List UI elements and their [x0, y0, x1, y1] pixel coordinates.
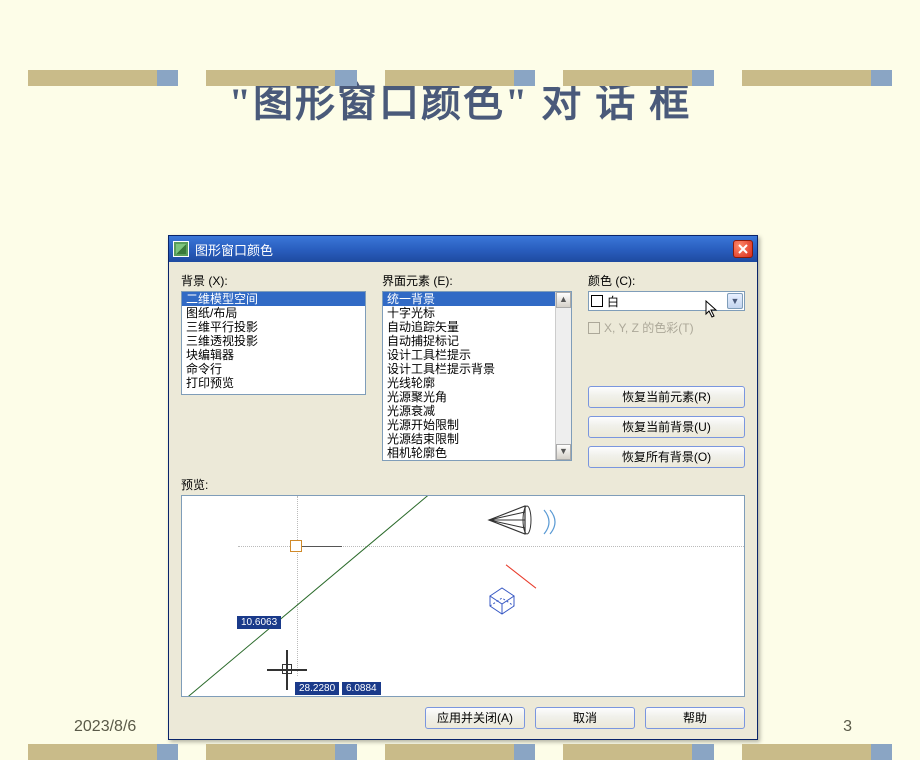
element-item[interactable]: 光源开始限制 [383, 418, 571, 432]
titlebar[interactable]: 图形窗口颜色 [169, 236, 757, 262]
coord-x2: 6.0884 [342, 682, 381, 695]
element-item[interactable]: 光源结束限制 [383, 432, 571, 446]
context-item[interactable]: 图纸/布局 [182, 306, 365, 320]
color-label: 颜色 (C): [588, 272, 745, 289]
element-item[interactable]: 相机轮廓色 [383, 446, 571, 460]
footer-page: 3 [843, 718, 852, 736]
restore-element-button[interactable]: 恢复当前元素(R) [588, 386, 745, 408]
scrollbar[interactable]: ▲ ▼ [555, 292, 571, 460]
xyz-label: X, Y, Z 的色彩(T) [604, 319, 694, 336]
restore-context-button[interactable]: 恢复当前背景(U) [588, 416, 745, 438]
camera-icon [487, 502, 537, 538]
coord-y: 10.6063 [237, 616, 281, 629]
preview-pane: 10.6063 28.2280 6.0884 [181, 495, 745, 697]
help-button[interactable]: 帮助 [645, 707, 745, 729]
element-item[interactable]: 统一背景 [383, 292, 571, 306]
element-item[interactable]: 自动捕捉标记 [383, 334, 571, 348]
element-item[interactable]: 光源聚光角 [383, 390, 571, 404]
apply-close-button[interactable]: 应用并关闭(A) [425, 707, 525, 729]
restore-all-button[interactable]: 恢复所有背景(O) [588, 446, 745, 468]
xyz-tint-row: X, Y, Z 的色彩(T) [588, 319, 745, 336]
element-item[interactable]: 光线轮廓 [383, 376, 571, 390]
coord-x1: 28.2280 [295, 682, 339, 695]
element-item[interactable]: 设计工具栏提示背景 [383, 362, 571, 376]
scroll-down-icon[interactable]: ▼ [556, 444, 571, 460]
context-item[interactable]: 二维模型空间 [182, 292, 365, 306]
dialog-title: 图形窗口颜色 [195, 240, 273, 259]
footer-date: 2023/8/6 [74, 718, 136, 736]
color-value: 白 [607, 293, 619, 310]
context-listbox[interactable]: 二维模型空间图纸/布局三维平行投影三维透视投影块编辑器命令行打印预览 [181, 291, 366, 395]
bottom-stripe [0, 744, 920, 760]
scroll-up-icon[interactable]: ▲ [556, 292, 571, 308]
color-dropdown[interactable]: 白 ▼ [588, 291, 745, 311]
app-icon [173, 241, 189, 257]
element-item[interactable]: 设计工具栏提示 [383, 348, 571, 362]
close-button[interactable] [733, 240, 753, 258]
context-item[interactable]: 三维平行投影 [182, 320, 365, 334]
top-stripe [0, 70, 920, 86]
xyz-checkbox [588, 322, 600, 334]
light-glyph-icon [484, 582, 520, 618]
cancel-button[interactable]: 取消 [535, 707, 635, 729]
context-item[interactable]: 打印预览 [182, 376, 365, 390]
element-item[interactable]: 自动追踪矢量 [383, 320, 571, 334]
preview-label: 预览: [181, 476, 745, 493]
lens-icon [540, 508, 560, 536]
chevron-down-icon[interactable]: ▼ [727, 293, 743, 309]
color-options-dialog: 图形窗口颜色 背景 (X): 二维模型空间图纸/布局三维平行投影三维透视投影块编… [168, 235, 758, 740]
color-swatch [591, 295, 603, 307]
context-label: 背景 (X): [181, 272, 366, 289]
context-item[interactable]: 三维透视投影 [182, 334, 365, 348]
elements-label: 界面元素 (E): [382, 272, 572, 289]
context-item[interactable]: 块编辑器 [182, 348, 365, 362]
element-item[interactable]: 相机视野/平截面 [383, 460, 571, 461]
element-item[interactable]: 十字光标 [383, 306, 571, 320]
elements-listbox[interactable]: 统一背景十字光标自动追踪矢量自动捕捉标记设计工具栏提示设计工具栏提示背景光线轮廓… [382, 291, 572, 461]
element-item[interactable]: 光源衰减 [383, 404, 571, 418]
context-item[interactable]: 命令行 [182, 362, 365, 376]
